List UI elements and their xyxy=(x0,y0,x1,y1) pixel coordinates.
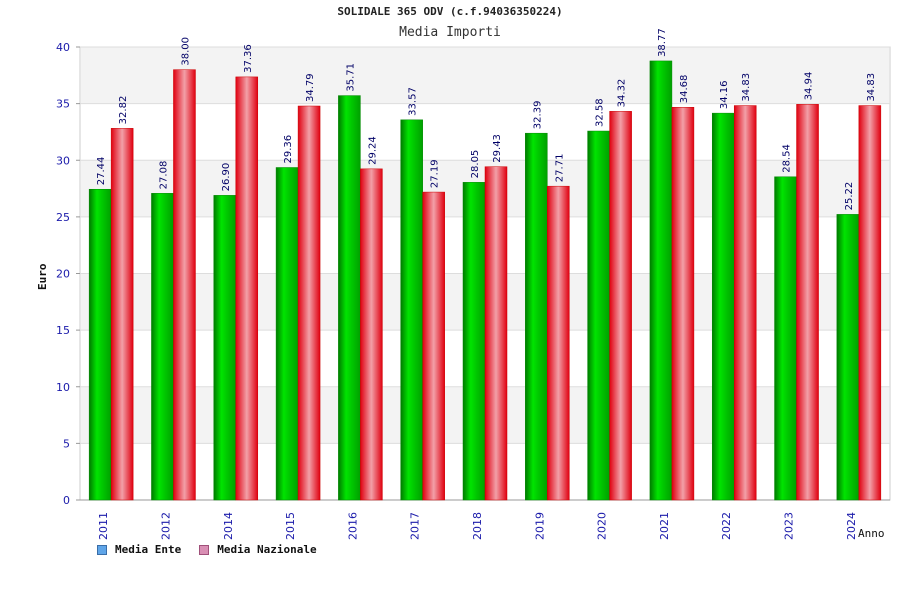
data-label: 37.36 xyxy=(243,44,254,73)
data-label: 34.83 xyxy=(866,73,877,102)
x-tick-label: 2024 xyxy=(845,512,858,540)
data-label: 38.77 xyxy=(657,28,668,57)
bar-media-ente-2020 xyxy=(587,130,610,501)
bar-media-nazionale-2022 xyxy=(733,105,757,501)
data-label: 29.24 xyxy=(367,136,378,165)
bars-group xyxy=(88,60,882,501)
data-label: 27.44 xyxy=(96,157,107,186)
bar-media-nazionale-2012 xyxy=(173,69,196,501)
y-tick-label: 5 xyxy=(63,437,70,450)
bar-media-ente-2015 xyxy=(275,167,299,501)
data-label: 27.08 xyxy=(158,161,169,190)
bar-media-ente-2016 xyxy=(338,95,361,501)
legend: Media Ente Media Nazionale xyxy=(97,543,317,556)
data-label: 34.32 xyxy=(617,79,628,108)
data-label: 29.36 xyxy=(283,135,294,164)
data-label: 29.43 xyxy=(492,134,503,163)
legend-swatch-media-nazionale xyxy=(199,544,210,555)
x-tick-label: 2020 xyxy=(596,512,609,540)
x-tick-label: 2014 xyxy=(222,512,235,540)
bar-media-ente-2014 xyxy=(213,195,237,501)
legend-label-media-ente: Media Ente xyxy=(115,543,182,556)
data-label: 28.05 xyxy=(470,150,481,179)
bar-media-ente-2018 xyxy=(462,182,486,501)
data-label: 34.94 xyxy=(804,72,815,101)
x-axis-label: Anno xyxy=(858,527,885,540)
x-tick-label: 2015 xyxy=(284,512,297,540)
y-tick-label: 10 xyxy=(56,381,70,394)
bar-media-nazionale-2016 xyxy=(360,168,383,501)
x-tick-label: 2012 xyxy=(159,512,172,540)
x-tick-label: 2019 xyxy=(533,512,546,540)
bar-media-ente-2017 xyxy=(400,119,423,501)
y-tick-label: 0 xyxy=(63,494,70,507)
y-tick-label: 35 xyxy=(56,98,70,111)
data-label: 35.71 xyxy=(345,63,356,92)
bar-media-ente-2022 xyxy=(711,112,735,501)
x-tick-label: 2017 xyxy=(409,512,422,540)
x-tick-label: 2021 xyxy=(658,512,671,540)
data-label: 32.39 xyxy=(532,101,543,130)
data-label: 27.19 xyxy=(430,159,441,188)
data-label: 34.16 xyxy=(719,80,730,109)
y-tick-label: 25 xyxy=(56,211,70,224)
bar-media-ente-2012 xyxy=(151,193,174,501)
y-tick-label: 30 xyxy=(56,154,70,167)
legend-swatch-media-ente xyxy=(97,544,107,555)
bar-media-nazionale-2014 xyxy=(235,76,259,501)
x-ticks: 2011 2012 2014 2015 2016 2017 2018 2019 2020 2021… xyxy=(97,512,858,540)
legend-label-media-nazionale: Media Nazionale xyxy=(217,543,317,556)
bar-media-ente-2023 xyxy=(774,176,797,501)
x-tick-label: 2023 xyxy=(783,512,796,540)
y-tick-label: 20 xyxy=(56,268,70,281)
bar-media-nazionale-2017 xyxy=(422,191,445,501)
data-label: 25.22 xyxy=(844,182,855,211)
bar-media-ente-2024 xyxy=(836,214,860,501)
data-label: 32.58 xyxy=(595,98,606,127)
bar-media-nazionale-2020 xyxy=(609,111,632,501)
x-tick-label: 2016 xyxy=(346,512,359,540)
y-tick-label: 15 xyxy=(56,324,70,337)
bar-media-nazionale-2019 xyxy=(547,185,570,501)
bar-media-nazionale-2018 xyxy=(484,166,508,501)
bar-media-ente-2021 xyxy=(649,60,673,501)
bar-media-nazionale-2015 xyxy=(297,105,321,501)
chart-title: SOLIDALE 365 ODV (c.f.94036350224) xyxy=(337,5,563,18)
data-label: 33.57 xyxy=(408,87,419,116)
data-label: 28.54 xyxy=(782,144,793,173)
bar-media-ente-2019 xyxy=(525,132,548,501)
bar-media-nazionale-2024 xyxy=(858,105,882,501)
chart-subtitle: Media Importi xyxy=(399,25,501,40)
bar-media-nazionale-2021 xyxy=(671,106,695,501)
data-label: 26.90 xyxy=(221,163,232,192)
bar-media-nazionale-2011 xyxy=(110,128,134,501)
data-labels: 27.44 32.82 27.08 38.00 26.90 37.36 29.36 34.79… xyxy=(96,28,877,210)
data-label: 34.68 xyxy=(679,75,690,104)
bar-media-ente-2011 xyxy=(88,188,112,501)
data-label: 34.79 xyxy=(305,73,316,102)
x-tick-label: 2022 xyxy=(720,512,733,540)
grid-band xyxy=(81,47,889,104)
x-tick-label: 2018 xyxy=(471,512,484,540)
legend-item-media-nazionale: Media Nazionale xyxy=(199,543,317,556)
data-label: 34.83 xyxy=(741,73,752,102)
y-ticks: 0 5 10 15 20 25 30 35 40 xyxy=(56,41,80,507)
legend-item-media-ente: Media Ente xyxy=(97,543,181,556)
data-label: 27.71 xyxy=(554,154,565,183)
y-tick-label: 40 xyxy=(56,41,70,54)
bar-media-nazionale-2023 xyxy=(796,104,819,501)
x-tick-label: 2011 xyxy=(97,512,110,540)
data-label: 32.82 xyxy=(118,96,129,125)
data-label: 38.00 xyxy=(180,37,191,66)
